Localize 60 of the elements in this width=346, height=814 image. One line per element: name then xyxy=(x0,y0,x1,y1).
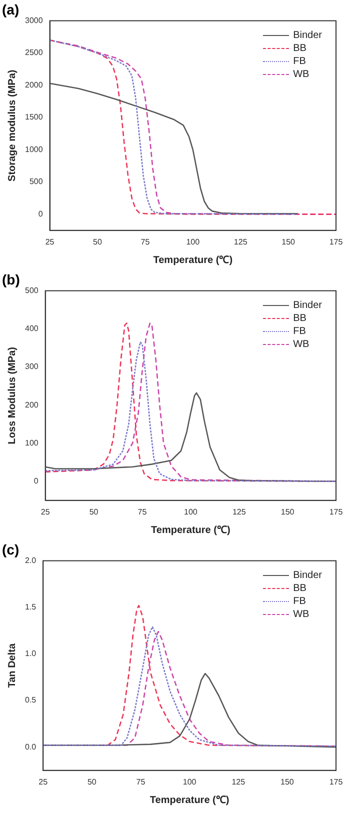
y-axis-title: Loss Modulus (MPa) xyxy=(6,346,18,444)
x-tick-label: 175 xyxy=(329,237,344,246)
y-tick-label: 0.5 xyxy=(24,696,37,705)
x-tick-label: 50 xyxy=(89,507,99,516)
x-tick-label: 75 xyxy=(140,237,150,246)
legend-label: FB xyxy=(293,324,306,338)
x-tick-label: 75 xyxy=(138,507,148,516)
chart-title: (b) xyxy=(2,271,20,288)
x-tick-label: 25 xyxy=(38,777,48,786)
y-tick-label: 300 xyxy=(24,362,39,372)
chart-title: (a) xyxy=(2,1,20,18)
x-tick-label: 100 xyxy=(184,507,198,516)
y-axis-title: Storage modulus (MPa) xyxy=(6,70,18,182)
y-tick-label: 500 xyxy=(24,286,39,296)
x-tick-label: 75 xyxy=(136,777,146,786)
legend-label: Binder xyxy=(293,568,322,582)
y-tick-label: 400 xyxy=(24,324,39,334)
y-tick-label: 2500 xyxy=(25,48,44,58)
legend-label: FB xyxy=(293,594,306,608)
legend-label: Binder xyxy=(293,28,322,42)
y-tick-label: 100 xyxy=(24,438,39,448)
y-tick-label: 1.5 xyxy=(24,602,37,612)
y-tick-label: 2.0 xyxy=(24,556,37,566)
y-tick-label: 1500 xyxy=(25,112,44,122)
x-tick-label: 125 xyxy=(232,777,246,786)
y-tick-label: 3000 xyxy=(25,16,44,26)
x-tick-label: 150 xyxy=(282,237,296,246)
x-tick-label: 175 xyxy=(329,507,344,516)
x-axis-title: Temperature (℃) xyxy=(150,794,230,806)
y-tick-label: 0 xyxy=(38,209,44,218)
y-tick-label: 1.0 xyxy=(24,649,37,658)
y-tick-label: 0 xyxy=(34,476,39,486)
x-tick-label: 25 xyxy=(40,507,50,516)
legend-label: BB xyxy=(293,42,306,55)
y-tick-label: 1000 xyxy=(25,144,44,154)
x-tick-label: 25 xyxy=(45,237,55,246)
legend-label: BB xyxy=(293,312,306,325)
x-tick-label: 125 xyxy=(234,237,248,246)
x-tick-label: 150 xyxy=(280,507,295,516)
x-tick-label: 100 xyxy=(186,237,200,246)
legend-label: WB xyxy=(293,338,310,351)
y-tick-label: 0.0 xyxy=(24,742,37,752)
x-tick-label: 50 xyxy=(93,237,102,246)
legend-label: WB xyxy=(293,608,310,621)
legend-label: FB xyxy=(293,54,306,68)
y-tick-label: 500 xyxy=(29,177,44,186)
legend-label: Binder xyxy=(293,298,322,312)
x-axis-title: Temperature (℃) xyxy=(151,524,230,536)
x-tick-label: 50 xyxy=(87,777,97,786)
x-tick-label: 150 xyxy=(280,777,294,786)
x-tick-label: 175 xyxy=(329,777,344,786)
legend-label: WB xyxy=(293,68,310,81)
y-tick-label: 200 xyxy=(24,400,39,410)
y-axis-title: Tan Delta xyxy=(6,643,18,688)
x-tick-label: 125 xyxy=(232,507,246,516)
x-tick-label: 100 xyxy=(182,777,197,786)
chart-title: (c) xyxy=(2,541,20,558)
legend-label: BB xyxy=(293,582,306,595)
x-axis-title: Temperature (℃) xyxy=(153,254,233,266)
y-tick-label: 2000 xyxy=(25,80,44,90)
